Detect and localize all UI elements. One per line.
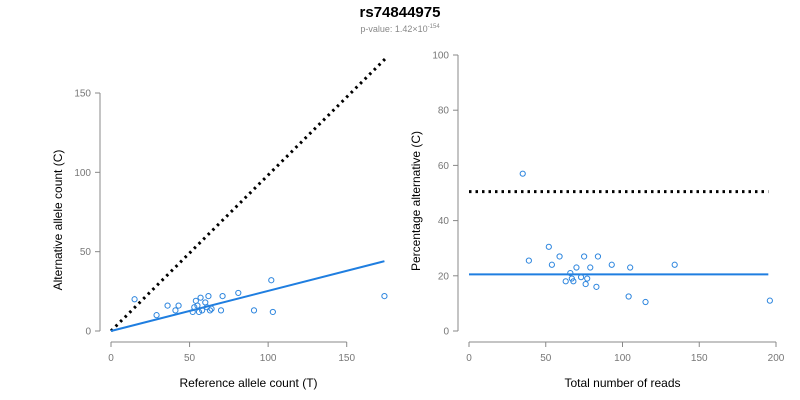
data-point [175, 302, 182, 309]
x-tick-label: 100 [260, 353, 277, 364]
data-point [381, 292, 388, 300]
x-tick-label: 150 [691, 353, 708, 364]
data-point [208, 305, 215, 312]
fit-line-left [110, 260, 385, 332]
panel-right: 0 50 100 150 200 0 20 40 60 80 100 Total number of … [409, 51, 785, 391]
chart-title: rs74844975 [359, 4, 441, 21]
data-point [131, 296, 138, 303]
data-point [594, 253, 602, 260]
data-point [570, 278, 577, 285]
data-point [205, 292, 212, 300]
data-point [671, 261, 678, 268]
data-point [627, 264, 634, 271]
data-point [197, 294, 204, 301]
x-tick-label: 0 [108, 353, 114, 364]
y-tick-label: 150 [74, 89, 91, 100]
x-tick-label: 200 [768, 353, 785, 364]
data-point [153, 312, 160, 319]
x-tick-label: 100 [614, 353, 631, 364]
x-axis-title: Total number of reads [564, 376, 680, 390]
data-point [545, 243, 552, 250]
data-point [191, 304, 198, 311]
data-point [608, 261, 615, 268]
data-point [519, 170, 526, 177]
data-point [206, 307, 214, 314]
panel-left: 0 50 100 150 0 50 100 150 Reference allele count… [51, 57, 388, 390]
data-point [268, 277, 275, 284]
data-point [199, 307, 206, 314]
y-axis-title: Alternative allele count (C) [51, 150, 65, 291]
data-point [269, 308, 276, 316]
data-point [172, 307, 179, 314]
data-point [766, 297, 773, 304]
data-point [556, 253, 563, 260]
pvalue-subtitle: p-value: 1.42×10-154 [0, 24, 800, 34]
pvalue-exponent: -154 [427, 24, 440, 30]
data-point [593, 283, 600, 290]
y-tick-label: 100 [74, 168, 91, 179]
data-point [642, 298, 649, 306]
data-point [194, 302, 201, 309]
data-point [217, 307, 225, 314]
y-tick-label: 60 [438, 161, 450, 172]
data-point [562, 278, 569, 285]
reference-line-left [109, 57, 388, 333]
data-point [581, 253, 588, 260]
y-tick-label: 0 [85, 327, 91, 338]
data-point [195, 308, 203, 316]
data-point [587, 264, 594, 271]
data-point [525, 257, 532, 264]
pvalue-text: p-value: 1.42×10 [360, 24, 428, 34]
data-point [625, 293, 632, 300]
data-point [573, 264, 580, 271]
y-tick-label: 100 [432, 51, 449, 62]
y-tick-label: 40 [438, 216, 450, 227]
data-point [164, 302, 171, 309]
data-point [219, 292, 226, 300]
y-tick-label: 80 [438, 106, 450, 117]
x-tick-label: 150 [338, 353, 355, 364]
y-axis-title: Percentage alternative (C) [409, 131, 423, 271]
x-tick-label: 50 [184, 353, 196, 364]
data-point [548, 261, 555, 268]
x-tick-label: 0 [466, 353, 472, 364]
data-point [250, 307, 258, 314]
y-tick-label: 50 [80, 247, 92, 258]
data-point [584, 275, 591, 282]
data-point [235, 289, 242, 297]
x-tick-label: 50 [540, 353, 552, 364]
data-point [577, 274, 585, 281]
y-tick-label: 20 [438, 271, 450, 282]
data-point [582, 280, 589, 288]
y-tick-label: 0 [443, 327, 449, 338]
data-point [567, 269, 574, 277]
x-axis-title: Reference allele count (T) [179, 376, 317, 390]
